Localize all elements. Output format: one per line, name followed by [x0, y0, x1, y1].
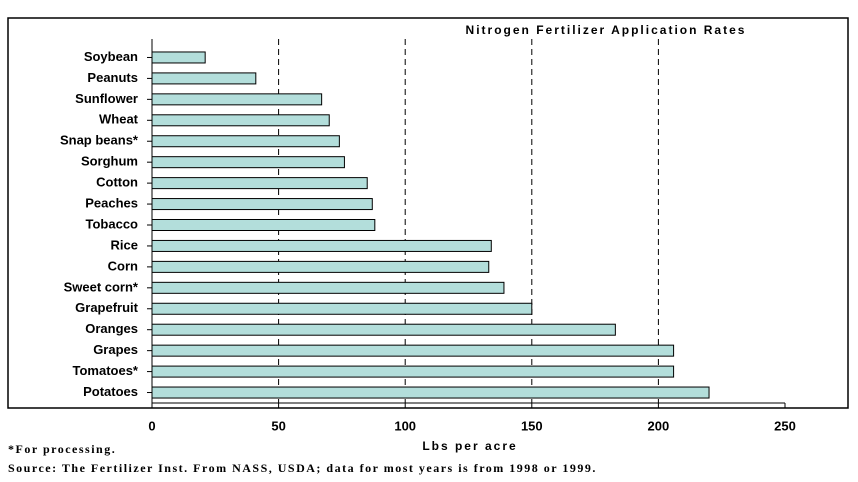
- y-tick-label: Soybean: [84, 49, 138, 64]
- bar: [151, 323, 616, 336]
- bar: [151, 114, 330, 127]
- bar: [151, 72, 257, 85]
- x-tick-label: 0: [148, 418, 155, 433]
- chart-title: Nitrogen Fertilizer Application Rates: [466, 23, 747, 37]
- y-tick-label: Sunflower: [75, 91, 138, 106]
- y-tick-label: Potatoes: [83, 384, 138, 399]
- bar: [151, 344, 675, 357]
- x-axis-label: Lbs per acre: [422, 439, 517, 453]
- y-tick-label: Peanuts: [87, 70, 138, 85]
- footnote: *For processing.: [8, 442, 116, 456]
- y-tick-label: Sweet corn*: [64, 279, 139, 294]
- bar: [151, 260, 490, 273]
- bar: [151, 302, 533, 315]
- y-tick-label: Oranges: [85, 321, 138, 336]
- chart-frame: [7, 17, 849, 409]
- bar: [151, 219, 376, 231]
- x-tick-label: 200: [648, 418, 670, 433]
- y-tick-label: Tomatoes*: [73, 363, 139, 378]
- y-tick-label: Wheat: [99, 112, 139, 127]
- y-tick-label: Snap beans*: [60, 133, 139, 148]
- y-tick-label: Corn: [108, 258, 138, 273]
- bar: [151, 51, 206, 64]
- y-tick-label: Peaches: [85, 195, 138, 210]
- bar: [151, 135, 340, 148]
- bar: [151, 93, 323, 106]
- y-tick-label: Sorghum: [81, 154, 138, 169]
- bar: [151, 198, 373, 211]
- bar: [151, 365, 675, 378]
- bar: [151, 156, 345, 169]
- x-tick-label: 150: [521, 418, 543, 433]
- y-tick-label: Cotton: [96, 175, 138, 190]
- bar: [151, 177, 368, 190]
- source: Source: The Fertilizer Inst. From NASS, …: [8, 461, 597, 475]
- y-tick-label: Grapes: [93, 342, 138, 357]
- x-tick-label: 50: [271, 418, 285, 433]
- x-tick-label: 250: [774, 418, 796, 433]
- bar: [151, 386, 710, 399]
- bar: [151, 239, 492, 252]
- y-tick-label: Rice: [111, 237, 138, 252]
- y-tick-label: Tobacco: [86, 216, 139, 231]
- y-tick-label: Grapefruit: [75, 300, 139, 315]
- x-tick-label: 100: [394, 418, 416, 433]
- bar: [151, 281, 505, 294]
